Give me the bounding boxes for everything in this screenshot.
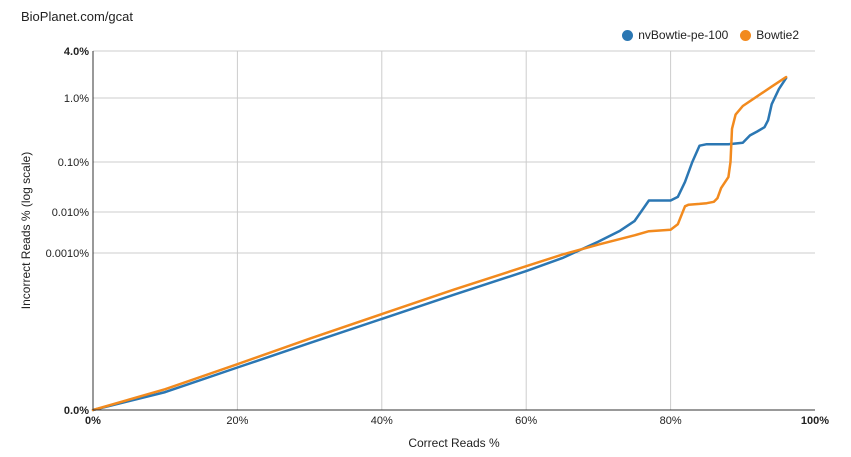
x-tick-label: 20% <box>226 415 248 427</box>
series-line-nvbowtie <box>91 76 788 412</box>
x-axis-title: Correct Reads % <box>408 436 500 450</box>
y-tick-label: 0.010% <box>52 207 90 219</box>
y-axis-title: Incorrect Reads % (log scale) <box>19 152 33 309</box>
legend-label-bowtie2: Bowtie2 <box>756 28 799 42</box>
y-tick-label: 4.0% <box>64 46 89 58</box>
chart-legend: nvBowtie-pe-100 Bowtie2 <box>622 28 799 42</box>
legend-swatch-bowtie2 <box>740 29 752 41</box>
site-label: BioPlanet.com/gcat <box>21 9 134 24</box>
y-tick-label: 0.0% <box>64 405 89 417</box>
legend-swatch-nvbowtie <box>622 29 634 41</box>
x-tick-label: 60% <box>515 415 537 427</box>
x-tick-label: 40% <box>371 415 393 427</box>
legend-label-nvbowtie: nvBowtie-pe-100 <box>638 28 729 42</box>
x-tick-label: 100% <box>801 415 829 427</box>
legend-item-nvbowtie[interactable]: nvBowtie-pe-100 <box>622 28 728 42</box>
legend-item-bowtie2[interactable]: Bowtie2 <box>740 28 799 42</box>
y-tick-label: 0.10% <box>58 157 89 169</box>
tick-labels: 0% 20% 40% 60% 80% 100% 0.0% 0.0010% 0.010% 0.10%… <box>46 46 830 427</box>
y-tick-label: 1.0% <box>64 93 89 105</box>
x-tick-label: 80% <box>660 415 682 427</box>
grid-lines <box>93 50 815 410</box>
axes <box>92 51 815 411</box>
series-lines <box>91 75 788 412</box>
y-tick-label: 0.0010% <box>46 248 90 260</box>
series-line-bowtie2 <box>91 75 788 412</box>
x-tick-label: 0% <box>85 415 101 427</box>
